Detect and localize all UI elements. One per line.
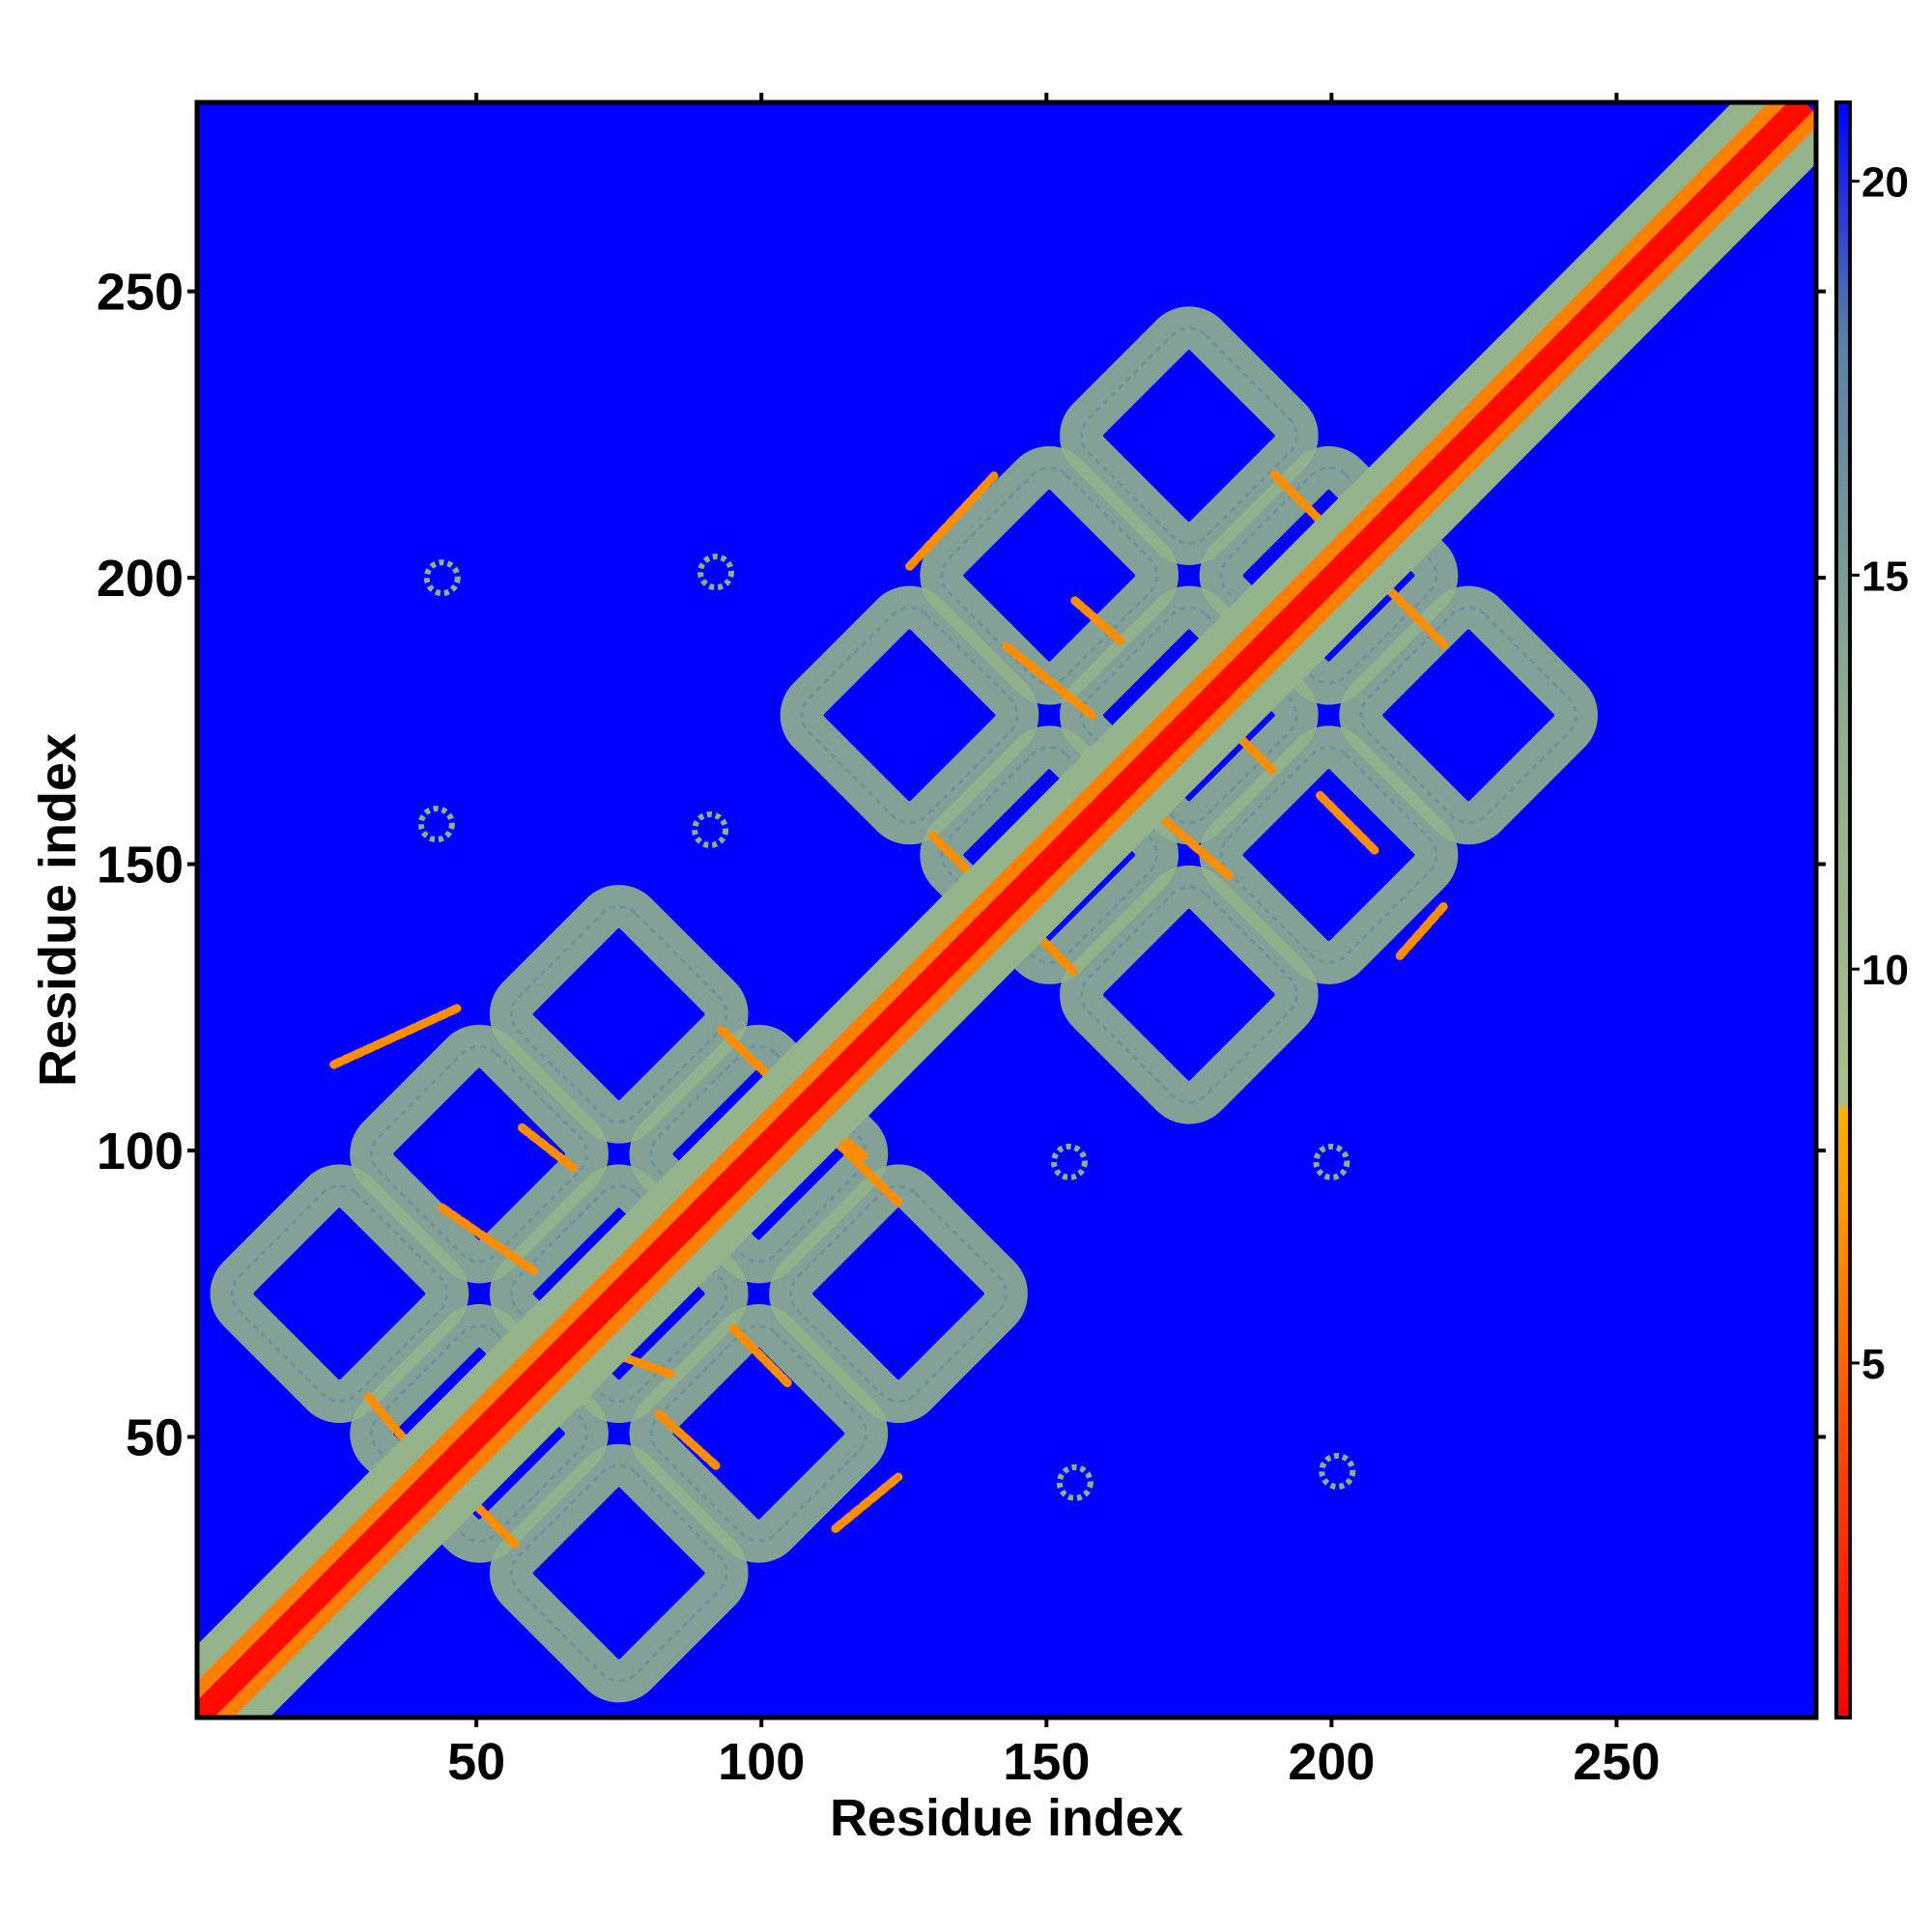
x-tick-label: 100: [718, 1733, 805, 1791]
domain-ring-edge: [649, 1044, 868, 1264]
contact-line: [329, 1003, 464, 1069]
domain-ring-edge: [1219, 746, 1438, 964]
diagonal-line: [197, 102, 1813, 1718]
y-tick-label: 50: [126, 1408, 184, 1466]
colorbar-tick-label: 15: [1861, 553, 1909, 600]
domain-ring-edge: [789, 1184, 1008, 1404]
domain-ring-edge: [1079, 606, 1298, 825]
contact-line: [905, 469, 1000, 571]
heatmap-cells: [197, 102, 1816, 1718]
colorbar-ticks: 5 10 15 20: [1850, 159, 1909, 1388]
colorbar-tick-label: 10: [1861, 947, 1909, 994]
y-tick-label: 250: [97, 264, 184, 322]
contact-line: [927, 831, 978, 880]
contact-line: [1316, 790, 1382, 858]
contact-line: [654, 1409, 721, 1470]
contact-line: [438, 1203, 538, 1276]
x-axis-title: Residue index: [830, 1789, 1183, 1847]
off-domain-spot: [1319, 1453, 1356, 1491]
off-domain-spot: [1050, 1143, 1088, 1180]
contact-line: [1070, 596, 1125, 645]
off-domain-spot: [1313, 1143, 1350, 1180]
domain-ring-edge: [509, 1463, 728, 1683]
contact-line: [831, 1472, 903, 1533]
domain-ring-edge: [1219, 466, 1438, 685]
plot-frame: [194, 99, 1819, 1720]
off-domain-spot: [417, 806, 455, 843]
x-tick-label: 250: [1573, 1733, 1660, 1791]
colorbar-tick-label: 20: [1861, 159, 1909, 207]
y-axis: 50 100 150 200 250: [97, 264, 1826, 1466]
domain-ring-edge: [1079, 885, 1298, 1104]
x-tick-label: 200: [1288, 1733, 1375, 1791]
contact-line: [1395, 899, 1450, 960]
domain-ring-edge: [649, 1324, 868, 1543]
contact-line: [728, 1323, 795, 1390]
domain-ring-edge: [1359, 606, 1578, 825]
domain-ring-edge: [370, 1324, 588, 1543]
domain-ring-edge: [940, 746, 1159, 964]
x-tick-label: 50: [447, 1733, 505, 1791]
contact-line: [517, 1122, 578, 1173]
domain-ring-edge: [230, 1184, 449, 1404]
contact-line: [363, 1392, 407, 1441]
y-axis-title: Residue index: [29, 733, 87, 1087]
colorbar-gradient: [1834, 100, 1852, 1719]
domain-ring-edge: [509, 905, 728, 1123]
x-axis: 50 100 150 200 250: [447, 93, 1661, 1791]
y-tick-label: 100: [97, 1122, 184, 1180]
domain-ring-edge: [370, 1044, 588, 1264]
colorbar: 5 10 15 20: [1834, 100, 1909, 1719]
x-tick-label: 150: [1003, 1733, 1090, 1791]
domain-ring-edge: [800, 606, 1019, 825]
off-domain-spot: [692, 810, 729, 848]
y-tick-label: 200: [97, 550, 184, 608]
domain-ring-edge: [509, 1184, 728, 1404]
off-domain-spot: [697, 554, 735, 591]
colorbar-tick-label: 5: [1861, 1341, 1885, 1388]
off-domain-spot: [423, 559, 461, 597]
contact-line: [1002, 641, 1097, 720]
heatmap-plot-area: [194, 99, 1819, 1720]
y-tick-label: 150: [97, 837, 184, 895]
contact-line: [471, 1501, 521, 1550]
off-domain-spot: [1056, 1463, 1094, 1501]
domain-ring-edge: [1079, 327, 1298, 545]
